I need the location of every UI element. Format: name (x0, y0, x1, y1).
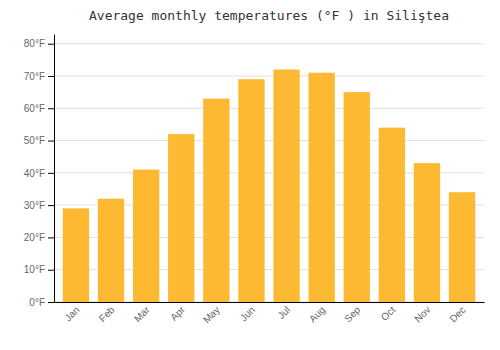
y-tick-label: 30°F (24, 200, 45, 211)
bar (379, 128, 405, 302)
y-tick-label: 10°F (24, 264, 45, 275)
x-tick-label: Dec (447, 304, 467, 324)
y-tick-mark (48, 76, 54, 77)
y-tick: 20°F (24, 232, 54, 243)
y-tick-mark (48, 141, 54, 142)
bar (63, 208, 89, 302)
y-tick-mark (48, 302, 54, 303)
x-tick-label: Mar (132, 304, 152, 324)
bar (133, 170, 159, 302)
x-tick: Sep (342, 304, 363, 325)
bar (414, 163, 440, 302)
y-tick-label: 80°F (24, 38, 45, 49)
x-tick: May (201, 304, 222, 325)
y-tick-mark (48, 205, 54, 206)
bar (98, 199, 124, 302)
plot: 0°F 10°F 20°F 30°F 40°F 50°F 60°F 70°F 80°F Jan Fe… (24, 35, 485, 326)
y-tick-mark (48, 173, 54, 174)
y-tick: 0°F (29, 297, 54, 308)
bars (63, 70, 475, 302)
y-tick-mark (48, 270, 54, 271)
bar (238, 79, 264, 302)
x-tick: Mar (132, 304, 152, 324)
y-tick: 60°F (24, 103, 54, 114)
x-tick-label: Feb (97, 304, 117, 324)
x-tick: Aug (307, 304, 327, 324)
x-tick-label: Sep (342, 304, 363, 325)
x-tick-label: Jul (275, 304, 292, 321)
title: Average monthly temperatures (°F ) in Si… (89, 8, 449, 23)
x-tick: Apr (168, 304, 187, 323)
chart: 0°F 10°F 20°F 30°F 40°F 50°F 60°F 70°F 80°F Jan Fe… (0, 0, 500, 350)
y-tick: 70°F (24, 71, 54, 82)
grid-line (54, 140, 484, 141)
y-tick: 50°F (24, 135, 54, 146)
bar (273, 70, 299, 302)
bar (203, 99, 229, 302)
bar (308, 73, 334, 302)
y-tick-label: 60°F (24, 103, 45, 114)
y-tick-label: 0°F (29, 297, 45, 308)
bar (449, 192, 475, 302)
grid-line (54, 75, 484, 76)
x-tick-label: Jun (238, 304, 257, 323)
y-tick-label: 70°F (24, 71, 45, 82)
y-tick-label: 40°F (24, 168, 45, 179)
x-tick: Jul (275, 304, 292, 321)
y-tick: 10°F (24, 264, 54, 275)
x-tick: Feb (97, 304, 117, 324)
x-tick: Jan (62, 304, 81, 323)
grid-line (54, 108, 484, 109)
grid-line (54, 43, 484, 44)
y-tick-label: 50°F (24, 135, 45, 146)
bar (344, 92, 370, 302)
x-tick-label: Jan (62, 304, 81, 323)
x-tick-label: Nov (412, 304, 432, 324)
x-tick-label: Oct (379, 304, 398, 323)
x-tick: Dec (447, 304, 467, 324)
y-tick-label: 20°F (24, 232, 45, 243)
y-tick-mark (48, 44, 54, 45)
y-tick: 40°F (24, 168, 54, 179)
x-tick: Nov (412, 304, 432, 324)
x-tick: Oct (379, 304, 398, 323)
x-tick-label: Aug (307, 304, 327, 324)
y-tick: 30°F (24, 200, 54, 211)
y-axis: 0°F 10°F 20°F 30°F 40°F 50°F 60°F 70°F 80°F (24, 35, 55, 308)
x-tick-label: May (201, 304, 222, 325)
x-tick: Jun (238, 304, 257, 323)
y-tick: 80°F (24, 38, 54, 49)
bar (168, 134, 194, 302)
y-axis-line (54, 35, 55, 303)
y-tick-mark (48, 108, 54, 109)
y-tick-mark (48, 237, 54, 238)
grid (54, 44, 484, 302)
x-axis: Jan Feb Mar Apr May Jun Jul Aug Sep Oct Nov Dec (55, 303, 485, 326)
x-axis-line (55, 302, 485, 303)
x-tick-label: Apr (168, 304, 187, 323)
